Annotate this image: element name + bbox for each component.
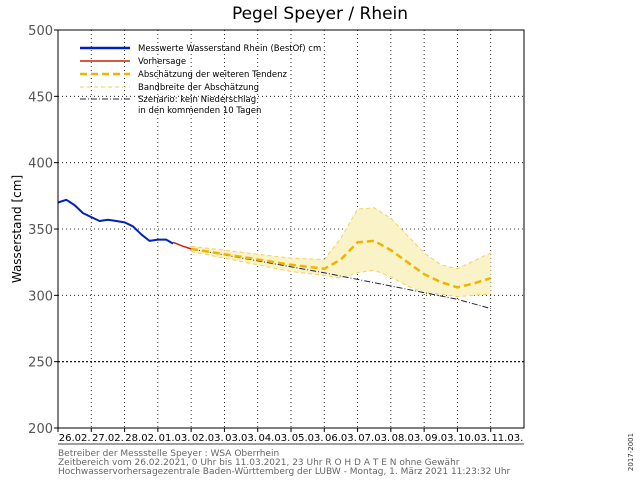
x-tick-label: 05.03. [292,433,324,444]
legend-label-szenario: Szenario: kein Niederschlag [138,95,256,105]
band-upper-line [191,207,491,270]
legend-label-bandbreite: Bandbreite der Abschätzung [138,83,259,93]
y-tick-label: 500 [28,24,53,39]
y-tick-label: 250 [28,356,53,371]
x-tick-label: 07.03. [358,433,390,444]
legend-label-vorhersage: Vorhersage [138,57,186,67]
x-tick-label: 26.02. [59,433,91,444]
x-tick-label: 28.02. [125,433,157,444]
chart-title: Pegel Speyer / Rhein [232,4,408,24]
x-tick-label: 01.03. [159,433,191,444]
footer-operator: Betreiber der Messstelle Speyer : WSA Ob… [58,449,279,459]
legend-label-tendenz: Abschätzung der weiteren Tendenz [138,70,288,80]
y-axis-label: Wasserstand [cm] [10,175,24,283]
series-line-2 [190,239,492,289]
series-line-4 [191,248,491,310]
x-tick-label: 10.03. [458,433,490,444]
band-fill [191,207,491,297]
side-note: 2017-2001 [627,433,635,471]
y-tick-label: 400 [28,157,53,172]
x-tick-label: 27.02. [92,433,124,444]
y-tick-label: 450 [28,90,53,105]
footer-source: Hochwasservorhersagezentrale Baden-Württ… [58,467,511,477]
series-line-0 [57,198,174,245]
grid [58,30,524,428]
series-layer [57,198,492,310]
band-lower-line [191,251,491,298]
legend-label-messwerte: Messwerte Wasserstand Rhein (BestOf) cm [138,44,321,54]
legend: Messwerte Wasserstand Rhein (BestOf) cm … [80,44,321,116]
legend-label-szenario-2: in den kommenden 10 Tagen [138,106,261,116]
footer-range: Zeitbereich vom 26.02.2021, 0 Uhr bis 11… [58,458,460,468]
band-layer [191,207,491,298]
x-tick-label: 08.03. [392,433,424,444]
x-tick-label: 11.03. [491,433,523,444]
series-line-1 [172,241,192,250]
y-tick-label: 350 [28,223,53,238]
x-axis: 26.02. 27.02. 28.02. 01.03. 02.03. 03.03. 04.0… [57,428,524,445]
x-tick-label: 04.03. [258,433,290,444]
x-tick-label: 02.03. [192,433,224,444]
y-tick-label: 200 [28,422,53,437]
y-axis: 200 250 300 350 400 450 500 [28,24,58,437]
x-tick-label: 06.03. [325,433,357,444]
x-tick-label: 09.03. [425,433,457,444]
y-tick-label: 300 [28,289,53,304]
x-tick-label: 03.03. [225,433,257,444]
